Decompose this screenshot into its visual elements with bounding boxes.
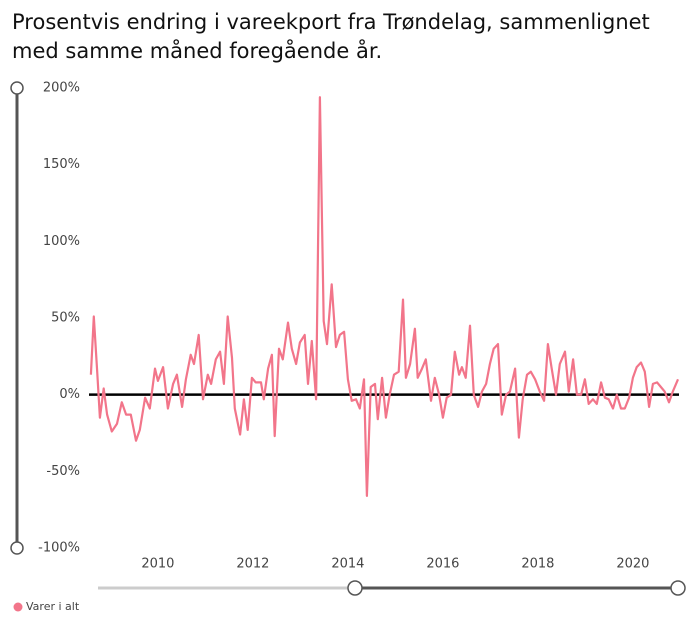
y-slider-handle[interactable]: [10, 541, 24, 555]
chart-title: Prosentvis endring i vareekport fra Trøn…: [12, 10, 650, 63]
y-tick-label: 50%: [51, 311, 80, 326]
legend-label: Varer i alt: [26, 600, 80, 613]
x-tick-label: 2020: [616, 557, 649, 572]
x-tick-label: 2016: [426, 557, 459, 572]
y-slider-handle[interactable]: [10, 81, 24, 95]
y-tick-label: -100%: [38, 541, 80, 556]
x-slider-handle[interactable]: [347, 580, 363, 596]
x-tick-label: 2018: [521, 557, 554, 572]
series-line: [89, 96, 680, 497]
y-tick-label: -50%: [46, 464, 80, 479]
y-tick-label: 0%: [59, 387, 80, 402]
y-tick-label: 150%: [43, 157, 80, 172]
y-tick-label: 200%: [43, 81, 80, 96]
legend-marker: [13, 602, 23, 612]
x-tick-label: 2014: [331, 557, 364, 572]
x-tick-label: 2010: [141, 557, 174, 572]
y-tick-label: 100%: [43, 234, 80, 249]
x-slider-handle[interactable]: [670, 580, 686, 596]
x-tick-label: 2012: [236, 557, 269, 572]
